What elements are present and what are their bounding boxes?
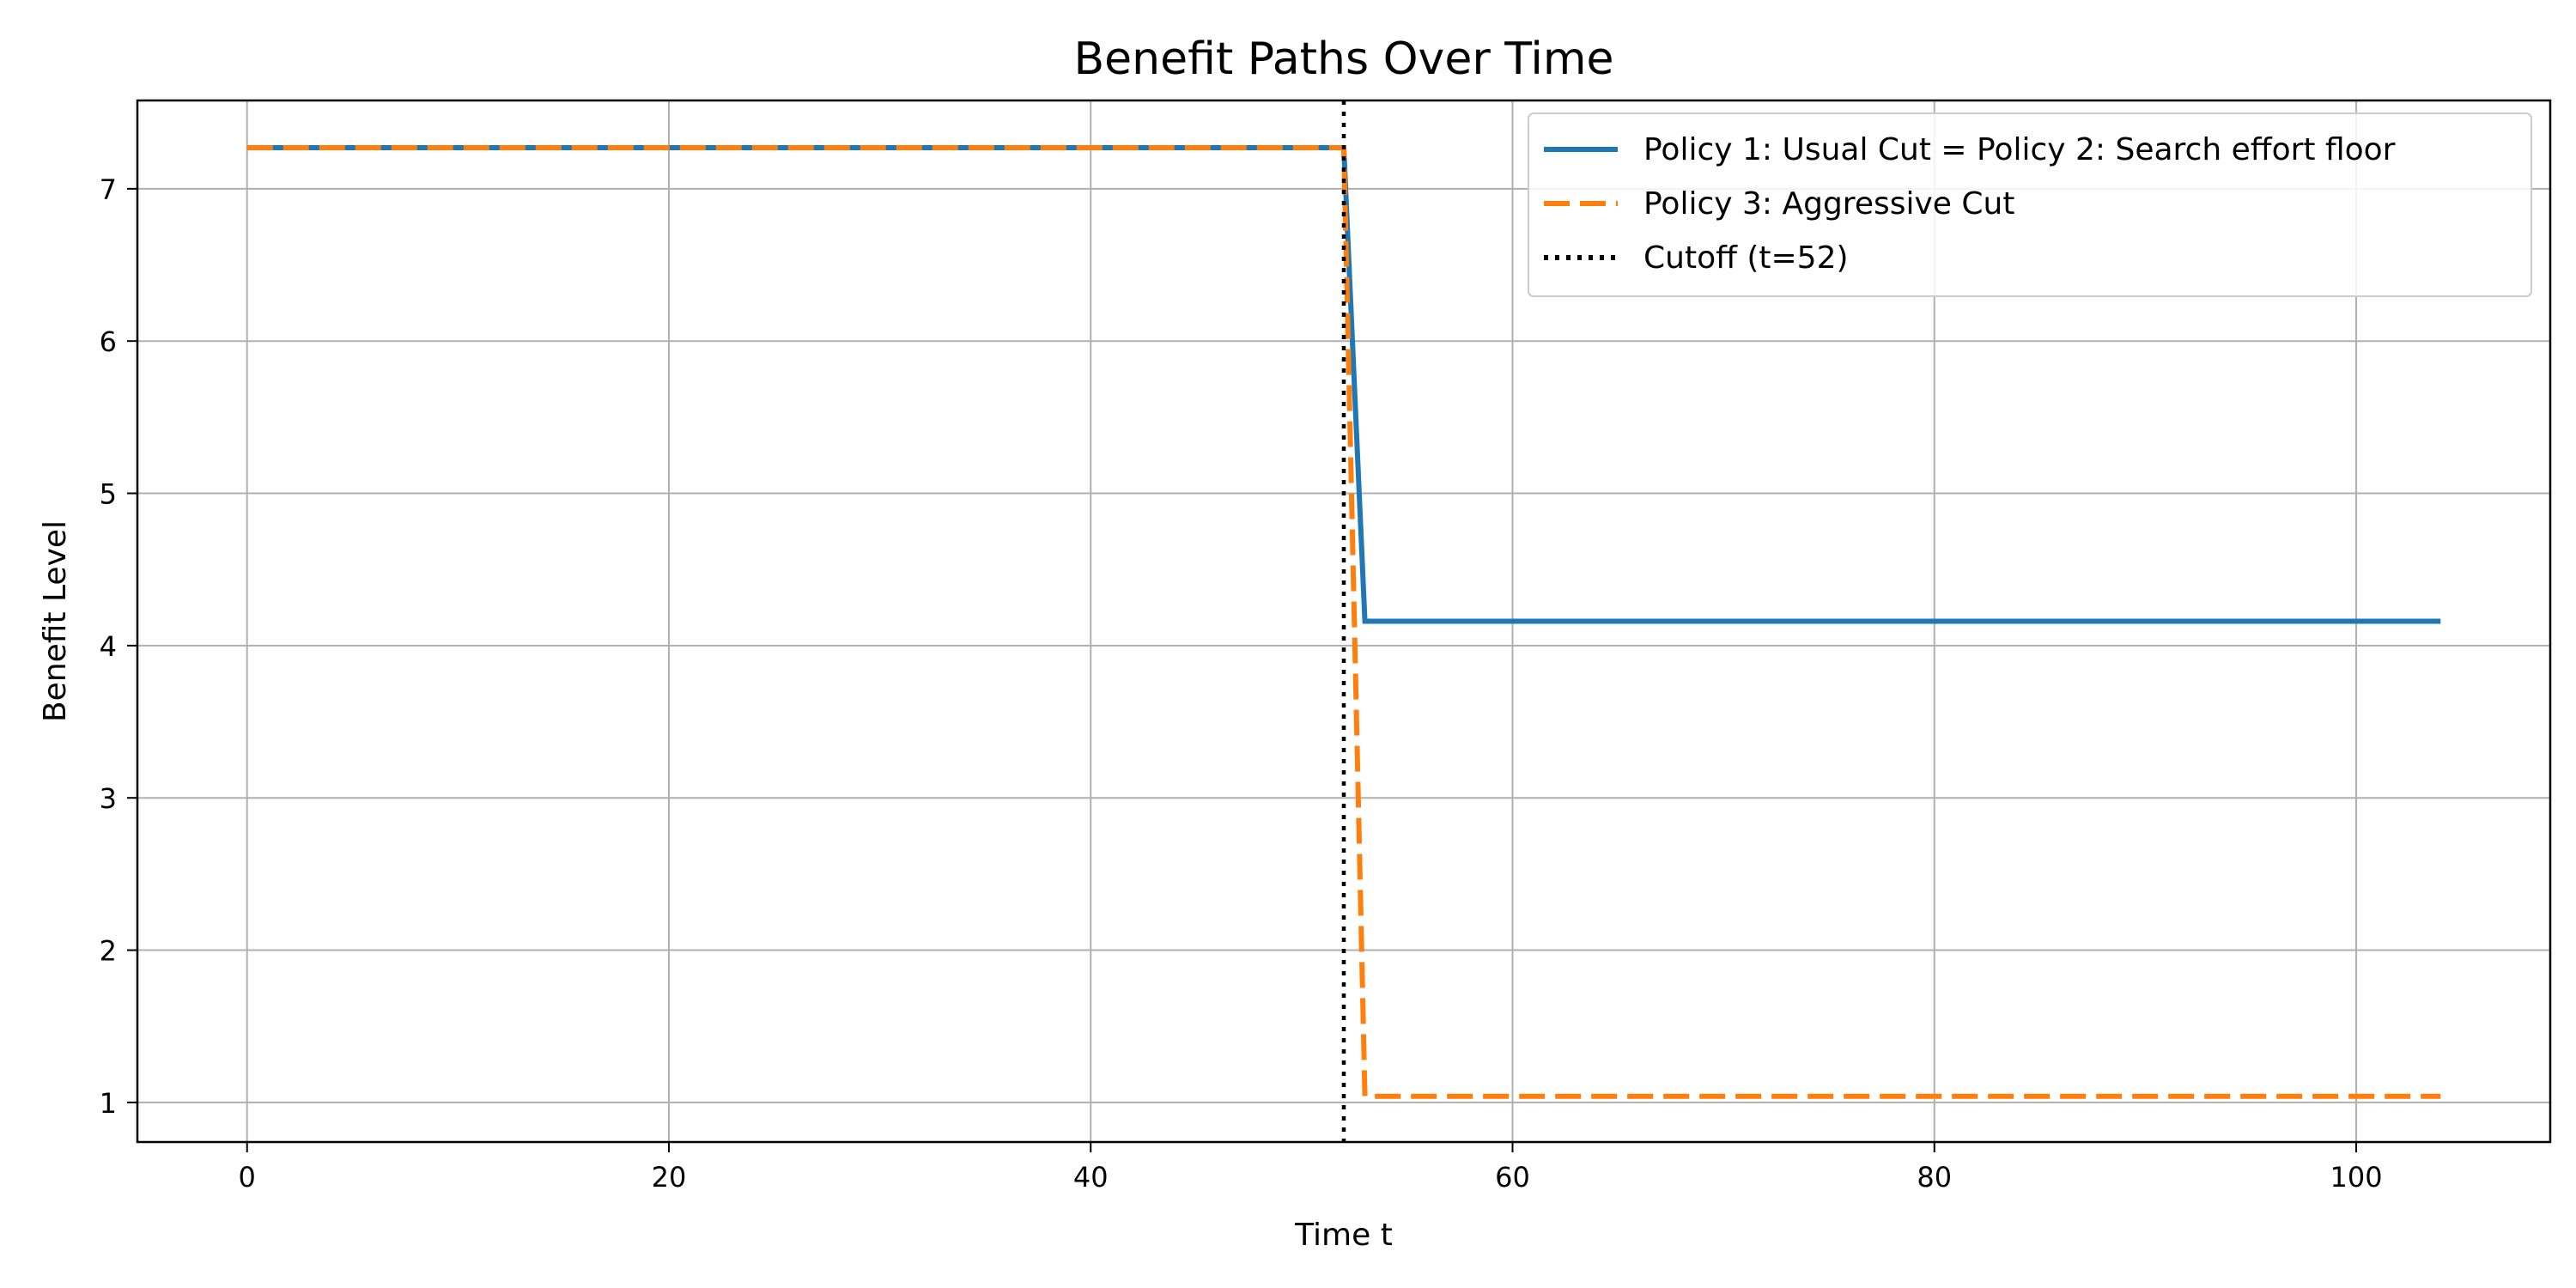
y-axis-label: Benefit Level <box>38 520 73 722</box>
x-tick-label: 40 <box>1073 1161 1109 1194</box>
x-tick-label: 80 <box>1917 1161 1952 1194</box>
y-tick-label: 2 <box>100 935 117 968</box>
y-tick-label: 7 <box>100 173 117 206</box>
y-tick-label: 3 <box>100 782 117 815</box>
legend-entry-policy-1: Policy 1: Usual Cut = Policy 2: Search e… <box>1544 132 2396 167</box>
x-axis-label: Time t <box>1294 1218 1393 1253</box>
legend-label: Policy 1: Usual Cut = Policy 2: Search e… <box>1643 132 2396 167</box>
legend-entry-policy-2: Policy 3: Aggressive Cut <box>1544 186 2014 222</box>
series-line-policy-2 <box>246 144 2441 1099</box>
x-tick-label: 20 <box>652 1161 687 1194</box>
chart-title: Benefit Paths Over Time <box>1073 33 1613 85</box>
legend-label: Cutoff (t=52) <box>1643 240 1849 276</box>
y-tick-label: 5 <box>100 478 117 511</box>
y-tick-label: 1 <box>100 1087 117 1120</box>
legend-entry-cutoff: Cutoff (t=52) <box>1544 240 1849 276</box>
plot-frame <box>136 99 2552 1144</box>
x-tick-label: 0 <box>239 1161 256 1194</box>
y-tick-label: 6 <box>100 325 117 358</box>
y-tick-label: 4 <box>100 630 117 663</box>
legend-box <box>1528 112 2532 297</box>
legend-label: Policy 3: Aggressive Cut <box>1643 186 2014 222</box>
legend: Policy 1: Usual Cut = Policy 2: Search e… <box>1528 112 2532 297</box>
x-tick-label: 60 <box>1495 1161 1530 1194</box>
series-layer <box>246 100 2441 1142</box>
tick-layer: 0 20 40 60 80 100 1 2 3 4 5 6 7 <box>100 173 2383 1194</box>
x-tick-label: 100 <box>2330 1161 2382 1194</box>
legend-entries: Policy 1: Usual Cut = Policy 2: Search e… <box>1544 132 2396 276</box>
